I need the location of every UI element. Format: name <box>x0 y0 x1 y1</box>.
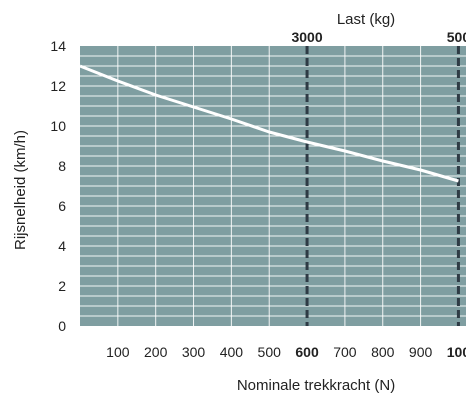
y-tick-label: 4 <box>58 238 66 254</box>
x-tick-label: 100 <box>447 344 466 360</box>
x-tick-label: 100 <box>106 344 130 360</box>
y-tick-label: 12 <box>50 78 66 94</box>
y-tick-label: 14 <box>50 38 66 54</box>
x-tick-label: 600 <box>295 344 319 360</box>
top-axis-title: Last (kg) <box>337 11 395 28</box>
grid-lines <box>80 46 466 326</box>
y-tick-label: 8 <box>58 158 66 174</box>
top-tick-label: 500 <box>447 29 466 45</box>
top-tick-label: 3000 <box>291 29 322 45</box>
x-axis-label: Nominale trekkracht (N) <box>237 377 395 393</box>
y-tick-label: 10 <box>50 118 66 134</box>
reference-lines <box>305 46 460 326</box>
x-tick-label: 800 <box>371 344 395 360</box>
x-tick-label: 900 <box>409 344 433 360</box>
y-tick-label: 6 <box>58 198 66 214</box>
y-tick-label: 2 <box>58 278 66 294</box>
tick-labels: 0 2 4 6 8 10 12 14 100 200 300 400 500 600 700 800 900 10… <box>50 29 466 360</box>
series-line <box>79 64 459 183</box>
x-tick-label: 400 <box>220 344 244 360</box>
x-tick-label: 300 <box>182 344 206 360</box>
y-tick-label: 0 <box>58 318 66 334</box>
x-tick-label: 700 <box>333 344 357 360</box>
y-axis-label: Rijsnelheid (km/h) <box>12 130 29 250</box>
series-layer <box>79 64 459 183</box>
x-tick-label: 200 <box>144 344 168 360</box>
x-tick-label: 500 <box>258 344 282 360</box>
